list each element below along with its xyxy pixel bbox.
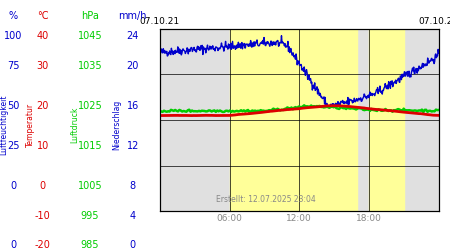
Text: 10: 10	[36, 141, 49, 151]
Text: Luftfeuchtigkeit: Luftfeuchtigkeit	[0, 95, 8, 155]
Text: 20: 20	[36, 101, 49, 111]
Text: 75: 75	[7, 61, 20, 71]
Text: 24: 24	[126, 31, 139, 41]
Text: 0: 0	[130, 240, 136, 250]
Text: 1035: 1035	[78, 61, 102, 71]
Text: 0: 0	[40, 181, 46, 191]
Text: Niederschlag: Niederschlag	[112, 100, 122, 150]
Text: -20: -20	[35, 240, 51, 250]
Text: 4: 4	[130, 211, 136, 221]
Text: hPa: hPa	[81, 11, 99, 21]
Text: %: %	[9, 11, 18, 21]
Text: 1045: 1045	[78, 31, 102, 41]
Text: -10: -10	[35, 211, 50, 221]
Text: 16: 16	[126, 101, 139, 111]
Text: 8: 8	[130, 181, 136, 191]
Text: 100: 100	[4, 31, 22, 41]
Text: 985: 985	[81, 240, 99, 250]
Text: 50: 50	[7, 101, 20, 111]
Text: 1005: 1005	[78, 181, 102, 191]
Text: 1025: 1025	[77, 101, 103, 111]
Text: 30: 30	[36, 61, 49, 71]
Text: Luftdruck: Luftdruck	[70, 107, 79, 143]
Text: 995: 995	[81, 211, 99, 221]
Text: 0: 0	[10, 181, 17, 191]
Text: Erstellt: 12.07.2025 23:04: Erstellt: 12.07.2025 23:04	[216, 195, 315, 204]
Text: mm/h: mm/h	[118, 11, 147, 21]
Text: 20: 20	[126, 61, 139, 71]
Bar	[230, 29, 357, 211]
Text: °C: °C	[37, 11, 49, 21]
Text: 25: 25	[7, 141, 20, 151]
Text: 40: 40	[36, 31, 49, 41]
Text: Temperatur: Temperatur	[26, 103, 35, 147]
Text: 0: 0	[10, 240, 17, 250]
Text: 1015: 1015	[78, 141, 102, 151]
Bar	[369, 29, 404, 211]
Text: 12: 12	[126, 141, 139, 151]
